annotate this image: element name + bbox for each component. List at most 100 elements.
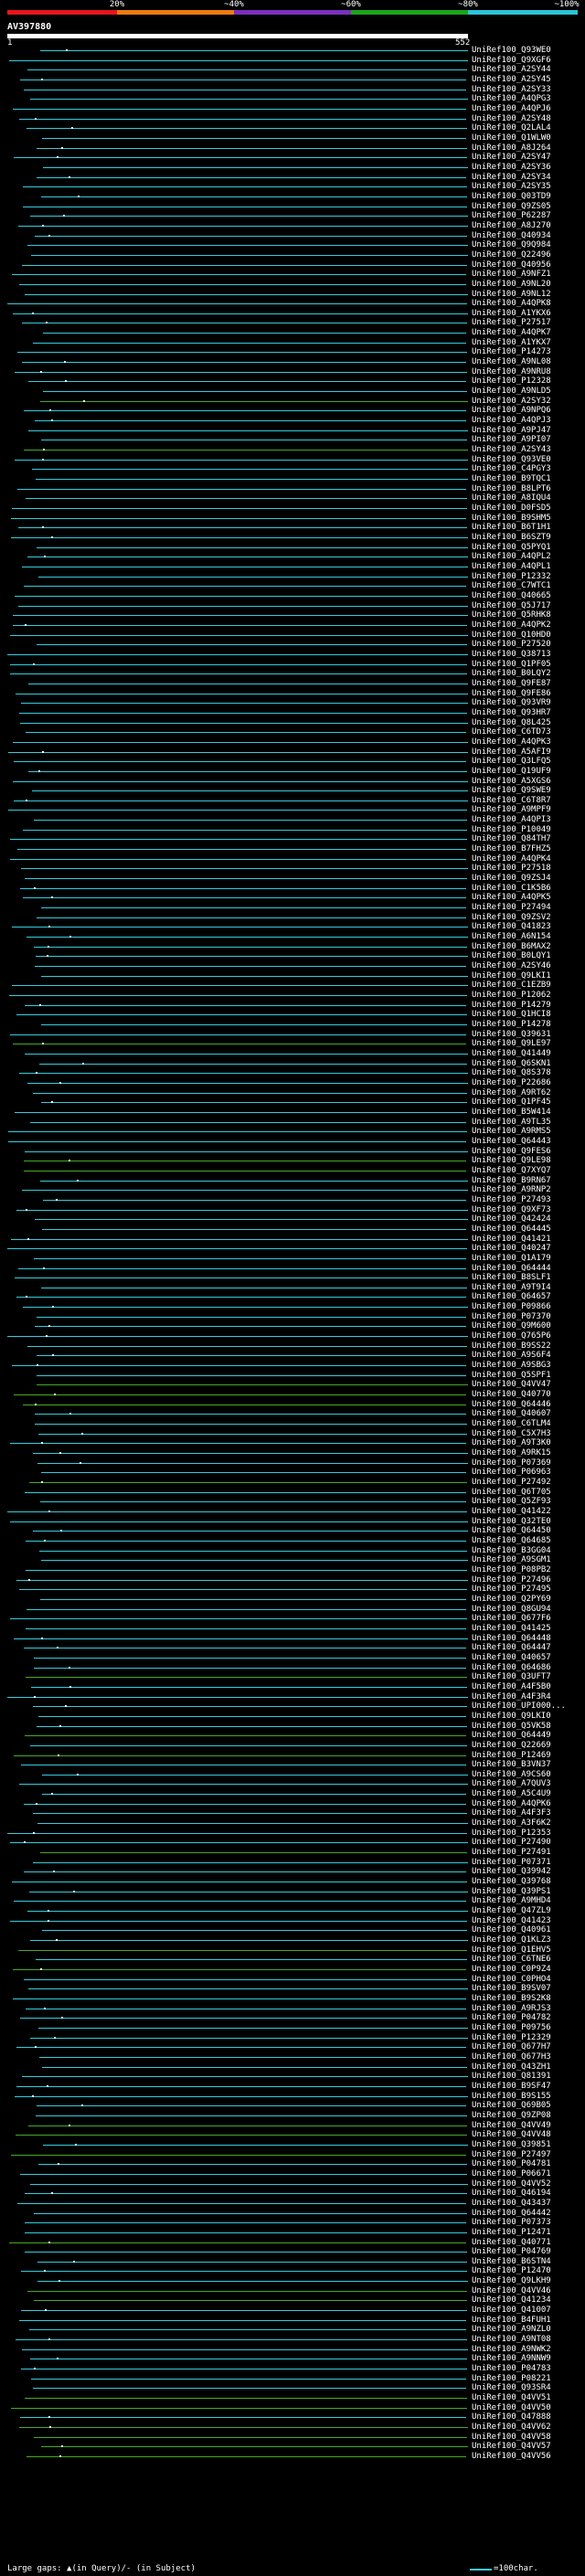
hit-row[interactable]: UniRef100_UPI000... — [0, 1701, 585, 1711]
hit-id-link[interactable]: UniRef100_Q64686 — [472, 1662, 551, 1672]
hit-id-link[interactable]: UniRef100_P27490 — [472, 1838, 551, 1848]
hit-id-link[interactable]: UniRef100_UPI000... — [472, 1701, 566, 1712]
hit-row[interactable]: UniRef100_P06671 — [0, 2169, 585, 2178]
hit-id-link[interactable]: UniRef100_Q64445 — [472, 1224, 551, 1234]
hit-id-link[interactable]: UniRef100_B9SS22 — [472, 1341, 551, 1351]
hit-id-link[interactable]: UniRef100_Q1EHV5 — [472, 1945, 551, 1955]
hit-id-link[interactable]: UniRef100_P27497 — [472, 2149, 551, 2159]
hit-row[interactable]: UniRef100_A9TL35 — [0, 1118, 585, 1127]
hit-row[interactable]: UniRef100_P12469 — [0, 1751, 585, 1760]
hit-id-link[interactable]: UniRef100_A9RT62 — [472, 1087, 551, 1097]
hit-id-link[interactable]: UniRef100_Q4VV62 — [472, 2422, 551, 2433]
hit-id-link[interactable]: UniRef100_A7QUV3 — [472, 1779, 551, 1789]
hit-row[interactable]: UniRef100_Q40961 — [0, 1925, 585, 1935]
hit-id-link[interactable]: UniRef100_Q40607 — [472, 1409, 551, 1419]
hit-id-link[interactable]: UniRef100_C0P9Z4 — [472, 1965, 551, 1975]
hit-id-link[interactable]: UniRef100_P07373 — [472, 2218, 551, 2228]
hit-id-link[interactable]: UniRef100_Q9Q984 — [472, 240, 551, 250]
hit-row[interactable]: UniRef100_B9RN67 — [0, 1176, 585, 1185]
hit-row[interactable]: UniRef100_A9RT62 — [0, 1088, 585, 1097]
hit-row[interactable]: UniRef100_Q43437 — [0, 2199, 585, 2208]
hit-id-link[interactable]: UniRef100_Q46194 — [472, 2189, 551, 2199]
hit-id-link[interactable]: UniRef100_P12328 — [472, 376, 551, 387]
hit-row[interactable]: UniRef100_A9RJS3 — [0, 2004, 585, 2013]
hit-id-link[interactable]: UniRef100_C4PGY3 — [472, 464, 551, 474]
hit-row[interactable]: UniRef100_Q7XYQ7 — [0, 1166, 585, 1175]
hit-row[interactable]: UniRef100_A9RK15 — [0, 1448, 585, 1458]
hit-id-link[interactable]: UniRef100_Q84TH7 — [472, 834, 551, 844]
hit-id-link[interactable]: UniRef100_P27492 — [472, 1478, 551, 1488]
hit-id-link[interactable]: UniRef100_Q1PF45 — [472, 1097, 551, 1108]
hit-id-link[interactable]: UniRef100_P27517 — [472, 318, 551, 328]
hit-row[interactable]: UniRef100_A2SY35 — [0, 182, 585, 191]
hit-row[interactable]: UniRef100_B5W414 — [0, 1108, 585, 1117]
hit-row[interactable]: UniRef100_P12332 — [0, 572, 585, 581]
hit-row[interactable]: UniRef100_A9NZL0 — [0, 2325, 585, 2334]
hit-id-link[interactable]: UniRef100_B3VN37 — [472, 1760, 551, 1770]
hit-id-link[interactable]: UniRef100_B9S155 — [472, 2091, 551, 2101]
hit-id-link[interactable]: UniRef100_Q47ZL9 — [472, 1906, 551, 1916]
hit-id-link[interactable]: UniRef100_P04769 — [472, 2247, 551, 2257]
hit-row[interactable]: UniRef100_Q69B05 — [0, 2101, 585, 2110]
hit-id-link[interactable]: UniRef100_C6TD73 — [472, 727, 551, 737]
hit-row[interactable]: UniRef100_Q64685 — [0, 1536, 585, 1545]
hit-row[interactable]: UniRef100_Q93VR9 — [0, 698, 585, 707]
hit-row[interactable]: UniRef100_P27494 — [0, 903, 585, 912]
hit-id-link[interactable]: UniRef100_A9NL20 — [472, 279, 551, 289]
hit-row[interactable]: UniRef100_B9S155 — [0, 2092, 585, 2101]
hit-row[interactable]: UniRef100_Q1EHV5 — [0, 1945, 585, 1955]
hit-id-link[interactable]: UniRef100_A5XGS6 — [472, 776, 551, 786]
hit-id-link[interactable]: UniRef100_Q64447 — [472, 1643, 551, 1653]
hit-row[interactable]: UniRef100_Q19UF9 — [0, 767, 585, 776]
hit-row[interactable]: UniRef100_A2SY36 — [0, 163, 585, 172]
hit-row[interactable]: UniRef100_A9CS60 — [0, 1770, 585, 1779]
hit-row[interactable]: UniRef100_A3F6K2 — [0, 1818, 585, 1828]
hit-id-link[interactable]: UniRef100_Q9LE97 — [472, 1039, 551, 1049]
hit-row[interactable]: UniRef100_C5X7H3 — [0, 1429, 585, 1438]
hit-row[interactable]: UniRef100_Q22496 — [0, 250, 585, 260]
hit-id-link[interactable]: UniRef100_Q9XGF6 — [472, 55, 551, 65]
hit-id-link[interactable]: UniRef100_A2SY33 — [472, 84, 551, 94]
hit-row[interactable]: UniRef100_P12353 — [0, 1829, 585, 1838]
hit-id-link[interactable]: UniRef100_B6T1H1 — [472, 523, 551, 533]
hit-id-link[interactable]: UniRef100_Q41234 — [472, 2295, 551, 2306]
hit-row[interactable]: UniRef100_Q40770 — [0, 1390, 585, 1399]
hit-id-link[interactable]: UniRef100_Q10HD0 — [472, 630, 551, 640]
hit-row[interactable]: UniRef100_P27518 — [0, 864, 585, 873]
hit-row[interactable]: UniRef100_B6SZT9 — [0, 533, 585, 542]
hit-row[interactable]: UniRef100_A9MPF9 — [0, 805, 585, 814]
hit-row[interactable]: UniRef100_Q1PF05 — [0, 660, 585, 669]
hit-row[interactable]: UniRef100_Q39768 — [0, 1877, 585, 1886]
hit-row[interactable]: UniRef100_Q4VV49 — [0, 2121, 585, 2130]
hit-row[interactable]: UniRef100_Q40771 — [0, 2238, 585, 2247]
hit-row[interactable]: UniRef100_Q32TE0 — [0, 1517, 585, 1526]
hit-row[interactable]: UniRef100_Q64445 — [0, 1224, 585, 1234]
hit-id-link[interactable]: UniRef100_P27518 — [472, 864, 551, 874]
hit-row[interactable]: UniRef100_A4QPK2 — [0, 620, 585, 630]
hit-row[interactable]: UniRef100_P09866 — [0, 1302, 585, 1311]
hit-id-link[interactable]: UniRef100_Q39768 — [472, 1877, 551, 1887]
hit-id-link[interactable]: UniRef100_A9MHD4 — [472, 1896, 551, 1906]
hit-row[interactable]: UniRef100_A2SY48 — [0, 114, 585, 123]
hit-row[interactable]: UniRef100_A6N154 — [0, 932, 585, 941]
hit-id-link[interactable]: UniRef100_A8J270 — [472, 220, 551, 230]
hit-id-link[interactable]: UniRef100_A9NZL0 — [472, 2325, 551, 2335]
hit-row[interactable]: UniRef100_Q9SWE9 — [0, 786, 585, 795]
hit-row[interactable]: UniRef100_P27517 — [0, 318, 585, 327]
hit-row[interactable]: UniRef100_C6T8R7 — [0, 796, 585, 805]
hit-row[interactable]: UniRef100_Q39PS1 — [0, 1887, 585, 1896]
hit-row[interactable]: UniRef100_Q9XF73 — [0, 1205, 585, 1214]
hit-row[interactable]: UniRef100_Q39942 — [0, 1867, 585, 1876]
hit-id-link[interactable]: UniRef100_Q9LE98 — [472, 1156, 551, 1166]
hit-id-link[interactable]: UniRef100_Q1WLW0 — [472, 133, 551, 143]
hit-row[interactable]: UniRef100_Q10HD0 — [0, 631, 585, 640]
hit-id-link[interactable]: UniRef100_A4QPK6 — [472, 1798, 551, 1808]
hit-id-link[interactable]: UniRef100_Q4VV47 — [472, 1380, 551, 1390]
hit-row[interactable]: UniRef100_B8SLF1 — [0, 1273, 585, 1282]
hit-id-link[interactable]: UniRef100_Q5PYQ1 — [472, 542, 551, 552]
hit-id-link[interactable]: UniRef100_Q4VV48 — [472, 2130, 551, 2140]
hit-row[interactable]: UniRef100_Q39631 — [0, 1030, 585, 1039]
hit-id-link[interactable]: UniRef100_P07370 — [472, 1311, 551, 1321]
hit-row[interactable]: UniRef100_A4F3F3 — [0, 1808, 585, 1818]
hit-row[interactable]: UniRef100_A4QPK4 — [0, 854, 585, 864]
